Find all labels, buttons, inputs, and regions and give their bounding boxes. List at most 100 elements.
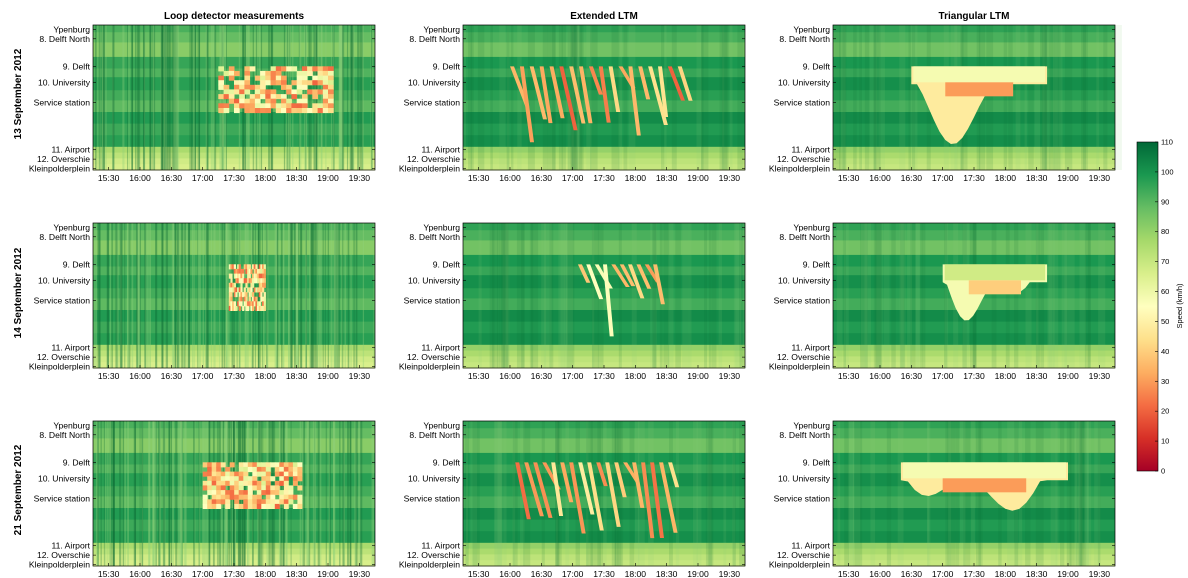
shockwave-streak <box>551 462 564 516</box>
congestion-cell <box>317 66 324 72</box>
congestion-core <box>968 280 1021 295</box>
congestion-cell <box>274 462 280 468</box>
congestion-cell <box>254 103 261 109</box>
speed-band <box>833 112 1115 125</box>
congestion-cell <box>228 264 231 270</box>
texture-stripe <box>112 25 115 170</box>
texture-stripe <box>1035 223 1041 368</box>
congestion-cell <box>252 301 255 307</box>
congestion-cell <box>207 476 213 482</box>
congestion-cell <box>291 108 298 114</box>
texture-stripe <box>552 25 556 170</box>
congestion-cell <box>247 480 253 486</box>
congestion-cell <box>240 296 243 302</box>
congestion-cell <box>228 66 235 72</box>
congestion-cell <box>233 264 236 270</box>
texture-stripe <box>99 25 101 170</box>
y-tick-label: Service station <box>774 98 831 108</box>
x-tick-label: 15:30 <box>468 173 490 183</box>
congestion-cell <box>242 305 245 311</box>
congestion-cell <box>263 282 266 288</box>
texture-stripe <box>307 421 309 566</box>
texture-stripe <box>158 421 161 566</box>
texture-stripe <box>371 25 373 170</box>
congestion-cell <box>216 466 222 472</box>
congestion-cell <box>296 80 303 86</box>
congestion-cell <box>245 268 248 274</box>
speed-band <box>93 344 375 352</box>
texture-stripe <box>149 223 151 368</box>
congestion-cell <box>262 264 265 270</box>
congestion-cell <box>261 471 267 477</box>
speed-band <box>93 356 375 363</box>
congestion-cell <box>216 480 222 486</box>
texture-stripe <box>1015 25 1021 170</box>
congestion-cell <box>286 98 292 104</box>
y-tick-label: 8. Delft North <box>409 232 460 242</box>
texture-stripe <box>97 25 99 170</box>
congestion-cell <box>328 66 334 72</box>
congestion-cell <box>234 499 240 505</box>
texture-stripe <box>128 25 130 170</box>
congestion-cell <box>238 471 244 477</box>
texture-stripe <box>119 223 123 368</box>
texture-stripe <box>834 25 841 170</box>
texture-stripe <box>305 223 307 368</box>
texture-stripe <box>915 223 921 368</box>
y-tick-label: 10. University <box>408 473 461 483</box>
congestion-cell <box>211 499 217 505</box>
texture-stripe <box>742 421 746 566</box>
texture-stripe <box>978 421 983 566</box>
congestion-cell <box>307 89 313 95</box>
texture-stripe <box>97 223 100 368</box>
texture-stripe <box>152 421 155 566</box>
x-tick-label: 17:30 <box>223 569 245 578</box>
texture-stripe <box>305 223 307 368</box>
texture-stripe <box>597 421 601 566</box>
congestion-cell <box>230 278 233 284</box>
y-tick-label: Kleinpolderplein <box>29 362 90 372</box>
x-tick-label: 17:00 <box>932 371 954 381</box>
texture-stripe <box>663 223 670 368</box>
texture-stripe <box>339 421 341 566</box>
congestion-cell <box>255 273 258 279</box>
x-tick-label: 19:30 <box>349 173 371 183</box>
congestion-cell <box>270 103 277 109</box>
texture-stripe <box>159 421 161 566</box>
congestion-cell <box>245 264 248 270</box>
texture-stripe <box>202 223 205 368</box>
texture-stripe <box>355 223 358 368</box>
congestion-cell <box>220 494 226 500</box>
y-tick-label: 9. Delft <box>803 61 831 71</box>
congestion-cell <box>260 103 266 109</box>
speed-band <box>463 112 745 125</box>
texture-stripe <box>971 421 975 566</box>
congestion-cell <box>234 480 240 486</box>
congestion-cell <box>220 490 226 496</box>
speed-band <box>93 496 375 509</box>
shockwave-streak <box>519 66 534 143</box>
colorbar-tick-label: 100 <box>1161 167 1174 176</box>
y-tick-label: 11. Airport <box>51 145 90 155</box>
speed-band <box>93 254 375 267</box>
speed-band <box>93 42 375 58</box>
congestion-cell <box>274 480 280 486</box>
texture-stripe <box>339 25 342 170</box>
texture-stripe <box>1078 421 1083 566</box>
y-tick-label: 11. Airport <box>51 343 90 353</box>
congestion-cell <box>233 273 236 279</box>
congestion-cell <box>202 485 208 491</box>
congestion-cell <box>260 264 263 270</box>
congestion-cell <box>248 278 251 284</box>
congestion-cell <box>258 301 261 307</box>
texture-stripe <box>362 223 365 368</box>
texture-stripe <box>591 223 599 368</box>
texture-stripe <box>248 25 251 170</box>
texture-stripe <box>944 223 948 368</box>
congestion-cell <box>232 287 235 293</box>
congestion-cell <box>225 480 231 486</box>
congestion-region <box>911 66 1048 144</box>
congestion-cell <box>312 80 318 86</box>
congestion-cell <box>260 70 266 76</box>
